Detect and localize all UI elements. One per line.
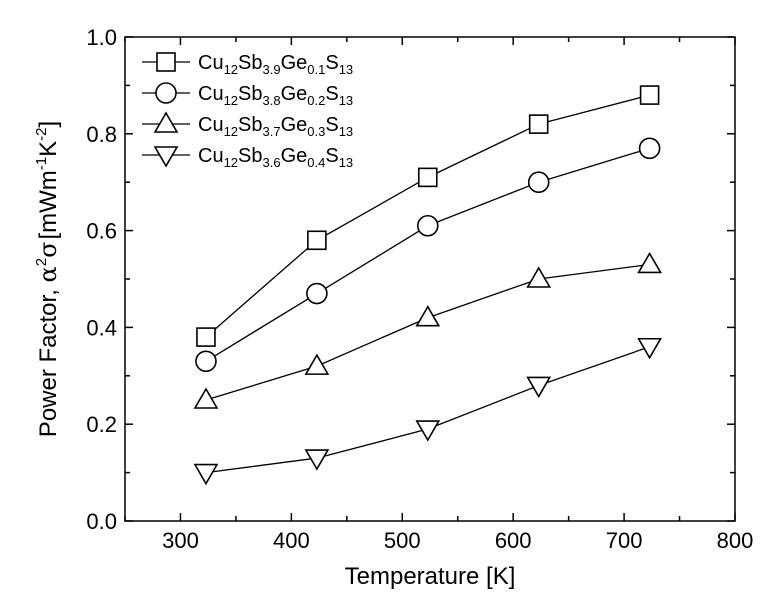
- data-point-series-4: [415, 420, 441, 442]
- data-point-series-1: [528, 114, 549, 134]
- data-point-series-4: [193, 463, 219, 486]
- data-point-series-2: [306, 282, 328, 305]
- data-point-series-2: [638, 137, 661, 160]
- legend-label: Cu12Sb3.6Ge0.4S13: [198, 145, 353, 170]
- plot-frame: [124, 36, 736, 522]
- y-tick-label: 0.2: [86, 412, 117, 437]
- data-point-series-1: [307, 230, 327, 251]
- data-point-series-4: [526, 376, 552, 399]
- data-point-series-4: [637, 337, 662, 360]
- x-tick-label: 500: [384, 528, 421, 553]
- x-tick-label: 600: [495, 528, 532, 553]
- legend: Cu12Sb3.9Ge0.1S13 Cu12Sb3.8Ge0.2S13 Cu12Sb…: [142, 52, 353, 170]
- data-point-series-1: [639, 85, 660, 105]
- data-point-series-3: [304, 353, 330, 375]
- tick-labels: 300 400 500 600 700 800 0.0 0.2 0.4 0.6 0.8 1.0: [86, 25, 753, 553]
- data-point-series-1: [196, 327, 216, 347]
- data-point-series-2: [416, 214, 439, 237]
- x-tick-label: 800: [717, 528, 754, 553]
- legend-label: Cu12Sb3.8Ge0.2S13: [198, 83, 353, 108]
- series-line-4: [205, 346, 650, 474]
- y-tick-label: 0.6: [86, 219, 117, 244]
- legend-label: Cu12Sb3.9Ge0.1S13: [198, 52, 353, 77]
- data-point-series-2: [527, 171, 550, 193]
- legend-marker: [155, 82, 177, 104]
- y-tick-label: 1.0: [86, 25, 117, 50]
- y-tick-label: 0.8: [86, 122, 117, 147]
- legend-label: Cu12Sb3.7Ge0.3S13: [198, 114, 353, 139]
- x-tick-label: 700: [606, 528, 643, 553]
- data-point-series-3: [526, 266, 552, 288]
- series-markers: [193, 85, 662, 486]
- data-point-series-3: [193, 387, 219, 409]
- series-lines: [205, 94, 650, 474]
- data-point-series-3: [637, 251, 662, 274]
- series-line-3: [205, 263, 650, 401]
- axis-ticks: [124, 36, 736, 522]
- y-tick-label: 0.0: [86, 509, 117, 534]
- x-axis-title: Temperature [K]: [345, 563, 516, 590]
- legend-marker: [153, 111, 179, 133]
- data-point-series-1: [417, 167, 438, 188]
- x-tick-label: 400: [273, 528, 310, 553]
- x-tick-label: 300: [162, 528, 199, 553]
- legend-marker: [156, 52, 176, 72]
- y-axis-title: Power Factor, α2σ[mWm-1K-2]: [33, 121, 62, 437]
- data-point-series-2: [195, 350, 217, 373]
- data-point-series-4: [304, 449, 330, 471]
- legend-marker: [153, 146, 179, 168]
- y-tick-label: 0.4: [86, 315, 117, 340]
- data-point-series-3: [415, 305, 441, 327]
